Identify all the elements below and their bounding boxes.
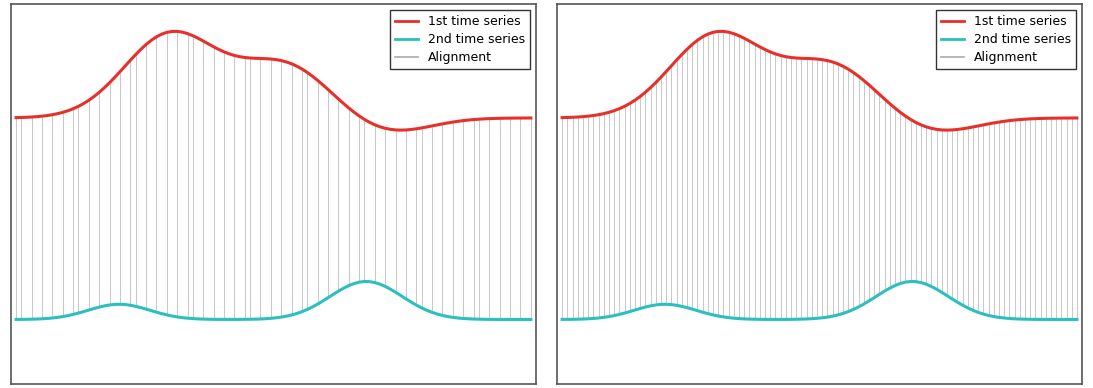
Legend: 1st time series, 2nd time series, Alignment: 1st time series, 2nd time series, Alignm… [937,10,1076,69]
Legend: 1st time series, 2nd time series, Alignment: 1st time series, 2nd time series, Alignm… [390,10,530,69]
